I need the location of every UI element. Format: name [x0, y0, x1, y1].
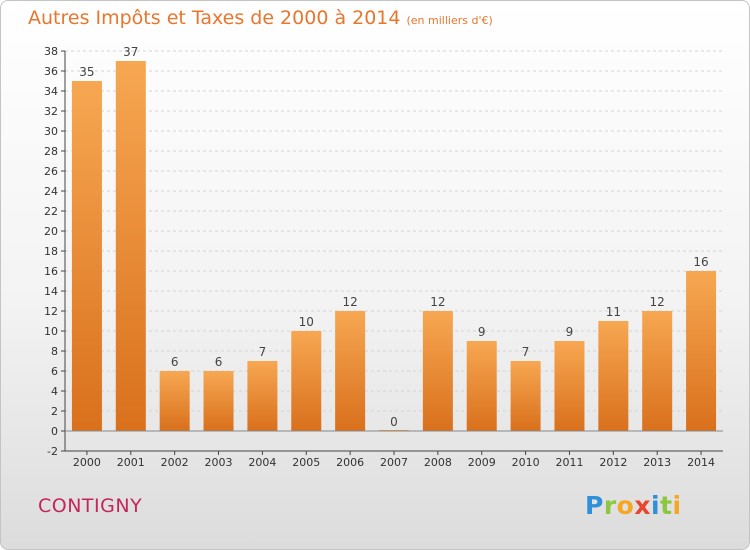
- y-tick-label: 30: [44, 125, 58, 138]
- bar: [422, 311, 453, 431]
- data-label: 9: [566, 325, 574, 339]
- x-tick-label: 2009: [468, 456, 496, 469]
- y-tick-label: 12: [44, 305, 58, 318]
- bar: [247, 361, 278, 431]
- y-tick-label: 28: [44, 145, 58, 158]
- data-label: 37: [123, 45, 138, 59]
- logo-letter: t: [660, 491, 673, 520]
- x-tick-label: 2012: [599, 456, 627, 469]
- x-tick-label: 2010: [512, 456, 540, 469]
- chart-title-block: Autres Impôts et Taxes de 2000 à 2014 (en…: [28, 7, 493, 29]
- data-label: 7: [259, 345, 267, 359]
- logo-letter: o: [616, 491, 635, 520]
- axes: [61, 50, 723, 455]
- x-tick-label: 2013: [643, 456, 671, 469]
- x-tick-label: 2003: [205, 456, 233, 469]
- logo-letter: P: [585, 491, 604, 520]
- data-label: 10: [299, 315, 314, 329]
- bar: [642, 311, 673, 431]
- data-label: 6: [171, 355, 179, 369]
- chart-subtitle: (en milliers d'€): [406, 14, 493, 27]
- bar: [203, 371, 234, 431]
- bars: [71, 61, 717, 431]
- bar: [71, 81, 102, 431]
- y-tick-label: 36: [44, 65, 58, 78]
- logo-letter: i: [672, 491, 682, 520]
- y-tick-label: 26: [44, 165, 58, 178]
- bar: [159, 371, 190, 431]
- x-tick-label: 2000: [73, 456, 101, 469]
- data-label: 9: [478, 325, 486, 339]
- bar: [686, 271, 717, 431]
- x-tick-label: 2005: [292, 456, 320, 469]
- y-tick-label: 2: [51, 405, 58, 418]
- x-tick-label: 2008: [424, 456, 452, 469]
- data-label: 16: [693, 255, 708, 269]
- labels: -202468101214161820222426283032343638352…: [44, 45, 715, 469]
- x-tick-label: 2011: [555, 456, 583, 469]
- y-tick-label: 32: [44, 105, 58, 118]
- y-tick-label: 34: [44, 85, 58, 98]
- logo-letter: r: [603, 491, 617, 520]
- data-label: 0: [390, 415, 398, 429]
- logo-letter: x: [634, 491, 651, 520]
- bar: [115, 61, 146, 431]
- x-tick-label: 2007: [380, 456, 408, 469]
- y-tick-label: 6: [51, 365, 58, 378]
- y-tick-label: 18: [44, 245, 58, 258]
- data-label: 12: [342, 295, 357, 309]
- bar: [598, 321, 629, 431]
- y-tick-label: 10: [44, 325, 58, 338]
- x-tick-label: 2014: [687, 456, 715, 469]
- bar: [335, 311, 366, 431]
- data-label: 7: [522, 345, 530, 359]
- bar: [291, 331, 322, 431]
- y-tick-label: -2: [47, 445, 58, 458]
- y-tick-label: 22: [44, 205, 58, 218]
- y-tick-label: 24: [44, 185, 58, 198]
- logo-letter: i: [651, 491, 661, 520]
- data-label: 12: [650, 295, 665, 309]
- y-tick-label: 0: [51, 425, 58, 438]
- y-tick-label: 8: [51, 345, 58, 358]
- y-tick-label: 20: [44, 225, 58, 238]
- y-tick-label: 16: [44, 265, 58, 278]
- data-label: 12: [430, 295, 445, 309]
- data-label: 35: [79, 65, 94, 79]
- y-tick-label: 14: [44, 285, 58, 298]
- bar: [510, 361, 541, 431]
- y-tick-label: 38: [44, 45, 58, 58]
- x-tick-label: 2001: [117, 456, 145, 469]
- bar: [554, 341, 585, 431]
- bar: [466, 341, 497, 431]
- y-tick-label: 4: [51, 385, 58, 398]
- chart-title: Autres Impôts et Taxes de 2000 à 2014: [28, 7, 401, 29]
- commune-name: CONTIGNY: [38, 495, 143, 517]
- x-tick-label: 2002: [161, 456, 189, 469]
- data-label: 11: [606, 305, 621, 319]
- x-tick-label: 2006: [336, 456, 364, 469]
- data-label: 6: [215, 355, 223, 369]
- x-tick-label: 2004: [248, 456, 276, 469]
- proxiti-logo: Proxiti: [585, 491, 682, 520]
